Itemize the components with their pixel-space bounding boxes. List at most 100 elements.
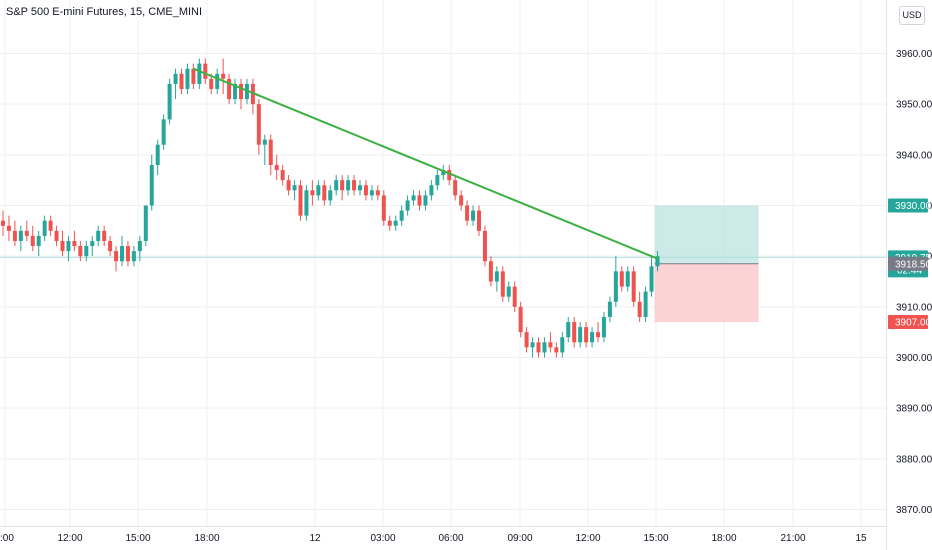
- price-tick-label: 3960.00: [896, 49, 932, 60]
- candle: [36, 230, 41, 257]
- time-tick-label: 06:00: [438, 533, 463, 544]
- candle: [191, 63, 196, 89]
- candle: [102, 225, 107, 247]
- candle: [482, 225, 487, 267]
- candle-body: [601, 316, 606, 338]
- candle-body: [572, 322, 577, 343]
- candle: [411, 190, 416, 206]
- candle-body: [590, 332, 595, 343]
- price-tick-label: 3870.00: [896, 505, 932, 516]
- candle: [72, 230, 77, 252]
- candle: [572, 316, 577, 348]
- target-price-label-text: 3930.00: [895, 201, 932, 212]
- target-price-label-bg: [888, 198, 928, 213]
- candle-body: [441, 170, 446, 176]
- candle: [48, 215, 53, 236]
- candle-body: [548, 342, 553, 348]
- candle-body: [554, 347, 559, 353]
- candle-body: [518, 306, 523, 333]
- candle-body: [477, 210, 481, 231]
- time-tick-label: 15:00: [125, 533, 150, 544]
- candle: [536, 337, 541, 358]
- candle-body: [227, 78, 232, 100]
- candle-body: [619, 271, 624, 287]
- candle-body: [375, 190, 380, 196]
- candle-body: [643, 291, 648, 317]
- candle-body: [149, 164, 154, 206]
- time-tick-label: 18:00: [194, 533, 219, 544]
- candle-body: [42, 220, 47, 236]
- candle-body: [459, 195, 464, 206]
- price-tick-label: 3900.00: [896, 353, 932, 364]
- candle: [453, 175, 458, 201]
- candle: [435, 170, 440, 191]
- candle: [601, 311, 606, 343]
- candle-body: [215, 73, 220, 89]
- candle-body: [233, 83, 238, 100]
- candle-body: [12, 230, 17, 241]
- candle: [114, 246, 119, 272]
- candle: [221, 58, 226, 95]
- candle-body: [256, 104, 261, 145]
- candle: [613, 256, 618, 307]
- candle: [596, 322, 600, 343]
- candle: [441, 164, 446, 181]
- candle: [30, 225, 35, 252]
- price-tick-label: 3910.00: [896, 302, 932, 313]
- candle: [233, 78, 238, 105]
- candle: [655, 251, 660, 272]
- candle: [90, 235, 95, 257]
- candle-body: [435, 175, 440, 186]
- candle-body: [54, 230, 59, 241]
- time-tick-label: 09:00: [507, 533, 532, 544]
- candle-body: [24, 230, 29, 236]
- candle: [304, 185, 309, 221]
- candle-body: [72, 240, 77, 247]
- candle-body: [381, 195, 386, 221]
- entry-price-label-bg: [888, 256, 928, 271]
- candle-body: [155, 144, 160, 165]
- candle-body: [292, 185, 297, 191]
- candle: [143, 205, 148, 247]
- candle: [322, 180, 327, 206]
- candle: [292, 180, 297, 201]
- candle-body: [536, 342, 541, 353]
- candle-body: [310, 190, 315, 196]
- candle-body: [387, 220, 392, 226]
- candle: [369, 185, 374, 201]
- time-tick-label: 21:00: [780, 533, 805, 544]
- candle: [447, 164, 452, 186]
- entry-price-label-text: 3918.50: [895, 259, 932, 270]
- candle: [578, 322, 583, 348]
- candle-body: [6, 225, 11, 231]
- candle: [584, 322, 589, 348]
- stop-price-label-bg: [888, 315, 928, 330]
- candle: [405, 195, 410, 216]
- candle-body: [191, 68, 196, 84]
- candle: [500, 266, 505, 302]
- candle-body: [66, 240, 71, 252]
- candle-body: [1, 220, 5, 226]
- candle: [125, 240, 130, 267]
- candle-body: [334, 180, 339, 191]
- candle: [399, 205, 404, 226]
- candle-body: [90, 240, 95, 247]
- candle-body: [530, 342, 535, 348]
- candle: [566, 316, 571, 343]
- candle-body: [423, 195, 428, 206]
- candle-body: [358, 185, 362, 191]
- currency-button[interactable]: USD: [899, 6, 925, 25]
- candle: [524, 327, 529, 353]
- candle-body: [36, 235, 41, 247]
- candle: [96, 225, 101, 247]
- candle: [120, 235, 124, 267]
- candle-body: [649, 266, 654, 292]
- candle: [161, 114, 166, 150]
- candle: [12, 220, 17, 247]
- candle: [352, 175, 357, 196]
- candle-body: [488, 261, 493, 282]
- time-tick-label: 15:00: [643, 533, 668, 544]
- price-tick-label: 3890.00: [896, 404, 932, 415]
- candle-body: [209, 78, 214, 89]
